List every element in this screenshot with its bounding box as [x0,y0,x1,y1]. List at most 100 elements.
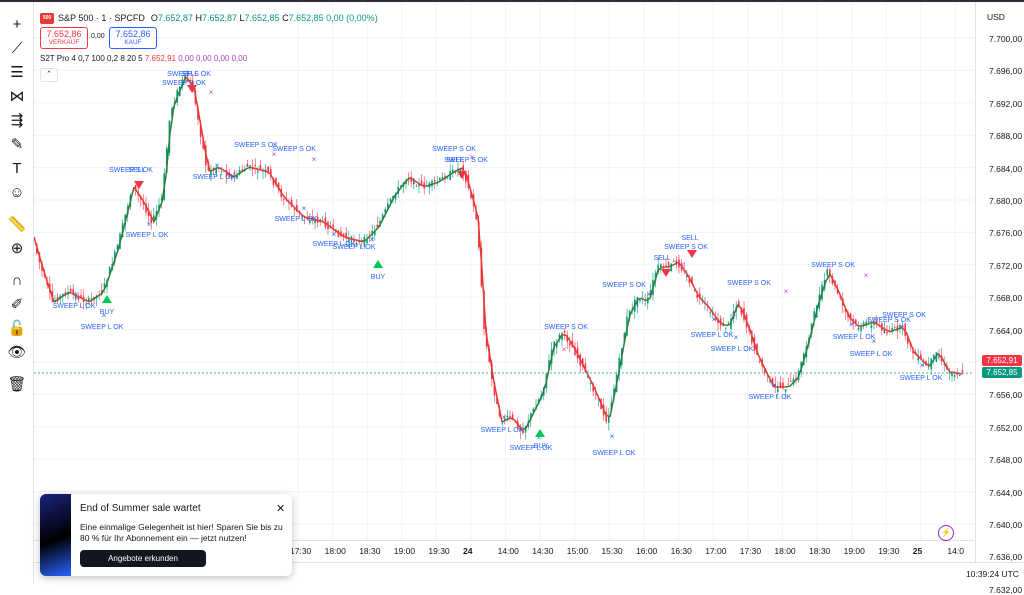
top-strip [0,0,1024,2]
time-tick-label: 17:30 [739,546,762,556]
annotation-label: SWEEP S OK [867,317,911,324]
trendline-icon[interactable]: ⟋ [11,40,23,57]
ma-segment [105,273,111,287]
collapse-legend-button[interactable]: ⌃ [40,68,58,82]
symbol-name[interactable]: S&P 500 · 1 · SPCFD [58,13,145,23]
buy-button[interactable]: 7.652,86 KAUF [109,27,157,49]
candle-body [225,170,228,176]
candle-body [891,327,893,332]
ma-segment [841,299,847,310]
ma-segment [325,222,331,228]
indicator-legend[interactable]: S2T Pro 4 0,7 100 0,2 8 20 5 7.652,91 0,… [40,54,247,63]
sweep-x-marker: × [734,333,739,342]
candle-body [446,177,449,179]
utc-clock[interactable]: 10:39:24 UTC [966,569,1019,579]
ma-segment [457,167,463,171]
ma-segment [349,237,355,241]
lock-icon[interactable]: 🔓 [7,320,27,337]
annotation-label: SWEEP L OK [691,332,734,339]
fib-icon[interactable]: ☰ [10,64,24,81]
candle-body [901,325,904,329]
ma-segment [313,218,319,222]
measure-icon[interactable]: ⇶ [10,112,24,129]
ma-segment [49,289,55,303]
ma-segment [937,353,943,359]
candle-body [160,197,163,201]
ma-segment [589,378,595,388]
candle-body [784,389,787,392]
candle-body [301,215,303,217]
zoom-icon[interactable]: ⊕ [10,240,24,257]
ma-segment [77,295,83,300]
ma-segment [197,109,203,133]
emoji-icon[interactable]: ☺ [9,184,25,201]
buy-triangle [535,429,545,437]
candle-body [907,335,909,344]
trash-icon[interactable]: 🗑 [7,376,27,393]
chart-canvas[interactable]: SWEEP S OK SWEEP S OK SWEEP S OK SWEEP S OK… [33,2,974,590]
magnet-icon[interactable]: ∩ [11,272,23,289]
ma-segment [405,177,411,182]
ma-segment [289,202,295,208]
annotation-label: SWEEP L OK [850,351,893,358]
candle-body [212,167,215,170]
price-axis[interactable]: 7.700,00 7.696,00 7.692,00 7.688,00 7.684,00… [975,2,1024,595]
annotation-label: SWEEP L OK [481,427,524,434]
candle-body [88,298,90,303]
candle-body [496,397,498,405]
ma-segment [689,278,695,288]
candle-body [353,239,355,242]
close-icon[interactable]: ✕ [276,503,286,515]
sweep-x-marker: × [680,260,685,269]
candle-body [693,289,696,291]
ma-segment [921,359,927,365]
candle-body [355,242,358,245]
candle-body [665,264,667,266]
ma-segment [821,280,827,294]
candle-body [85,303,87,305]
candle-body [459,168,462,173]
candle-body [933,354,935,359]
annotation-label: SELL [181,71,198,78]
toast-title: End of Summer sale wartet [80,503,201,514]
eye-icon[interactable]: 👁 [7,344,27,361]
ma-segment [577,354,583,364]
candle-body [740,307,743,315]
sell-button[interactable]: 7.652,86 VERKAUF [40,27,88,49]
candle-body [293,209,295,211]
candle-body [228,172,230,178]
sweep-x-marker: × [732,310,737,319]
ma-segment [433,181,439,185]
crosshair-icon[interactable]: + [12,16,22,33]
text-icon[interactable]: T [12,160,22,177]
candle-body [873,322,875,325]
ma-segment [701,299,707,305]
ma-segment [229,173,235,178]
candle-body [400,185,402,187]
candle-body [948,372,951,374]
sweep-x-marker: × [850,320,855,329]
pattern-icon[interactable]: ⋈ [9,88,25,105]
candle-body [790,381,792,383]
candle-body [441,177,444,180]
explore-offers-button[interactable]: Angebote erkunden [80,550,206,567]
symbol-header[interactable]: 500 S&P 500 · 1 · SPCFD O7.652,87 H7.652… [40,11,378,25]
ma-segment [521,427,527,431]
candle-body [153,215,155,220]
lightning-icon[interactable]: ⚡ [938,525,954,541]
brush-icon[interactable]: ✎ [10,136,24,153]
price-tick-label: 7.676,00 [989,228,1023,239]
sweep-x-marker: × [920,361,925,370]
ma-segment [529,411,535,421]
lock-drawing-icon[interactable]: ✐ [10,296,24,313]
currency-selector[interactable]: USD [987,12,1005,22]
ma-segment [645,297,651,302]
candle-body [920,354,922,359]
ma-segment [617,355,623,378]
ruler-icon[interactable]: 📏 [7,216,27,233]
time-axis[interactable]: 17:30 18:00 18:30 19:00 19:30 24 14:00 14:30 15:… [34,540,974,563]
candle-body [709,312,711,314]
ma-segment [817,292,823,307]
sweep-x-marker: × [784,287,789,296]
